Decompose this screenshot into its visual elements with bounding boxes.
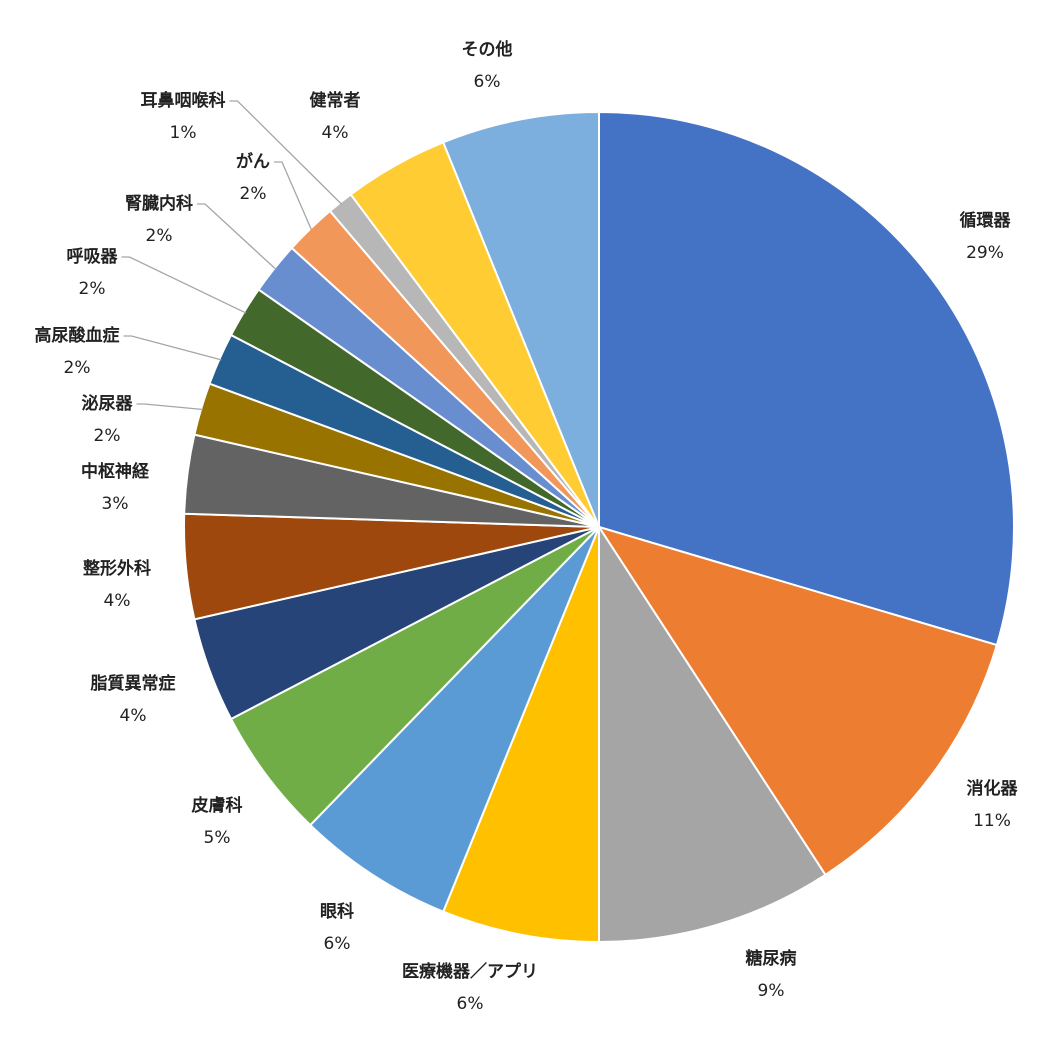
slice-value-label: 2% [146, 226, 173, 246]
slice-value-label: 2% [240, 184, 267, 204]
slice-value-label: 4% [104, 591, 131, 611]
pie-slice [598, 523, 827, 944]
leader-line [197, 203, 277, 270]
pie-slice [308, 526, 600, 913]
slice-label: 腎臓内科 [125, 193, 193, 214]
slice-value-label: 1% [170, 123, 197, 143]
slice-label: がん [236, 151, 270, 172]
leader-line [121, 256, 247, 314]
pie-slice [441, 110, 600, 528]
slice-label: 中枢神経 [81, 461, 150, 482]
slice-label: 脂質異常症 [91, 673, 176, 694]
slice-label: 循環器 [960, 210, 1012, 231]
pie-slice [596, 525, 999, 877]
slice-value-label: 11% [973, 811, 1011, 831]
slice-value-label: 5% [204, 828, 231, 848]
slice-value-label: 6% [457, 994, 484, 1014]
slice-label: 整形外科 [83, 558, 151, 579]
slice-label: 消化器 [967, 778, 1019, 799]
slice-label: 高尿酸血症 [35, 325, 120, 346]
leader-line [136, 403, 204, 411]
leader-line [229, 100, 342, 205]
pie-slice [441, 526, 600, 944]
slice-value-label: 4% [120, 706, 147, 726]
slice-value-label: 2% [79, 279, 106, 299]
slice-label: 医療機器／アプリ [402, 961, 538, 982]
slice-value-label: 9% [758, 981, 785, 1001]
slice-value-label: 3% [102, 494, 129, 514]
slice-label: 泌尿器 [82, 393, 134, 414]
slice-label: 皮膚科 [192, 795, 243, 816]
slice-label: その他 [462, 39, 513, 60]
slice-label: 耳鼻咽喉科 [141, 90, 226, 111]
slice-label: 糖尿病 [746, 948, 797, 969]
leader-line [123, 335, 222, 361]
slice-value-label: 4% [322, 123, 349, 143]
slice-value-label: 29% [966, 243, 1004, 263]
slice-value-label: 6% [474, 72, 501, 92]
leader-line [274, 161, 313, 231]
slice-label: 眼科 [320, 901, 354, 922]
slice-label: 呼吸器 [67, 247, 119, 267]
slice-value-label: 2% [94, 426, 121, 446]
pie-slice [598, 110, 1015, 647]
slice-value-label: 6% [324, 934, 351, 954]
slice-label: 健常者 [310, 90, 361, 111]
slice-value-label: 2% [64, 358, 91, 378]
